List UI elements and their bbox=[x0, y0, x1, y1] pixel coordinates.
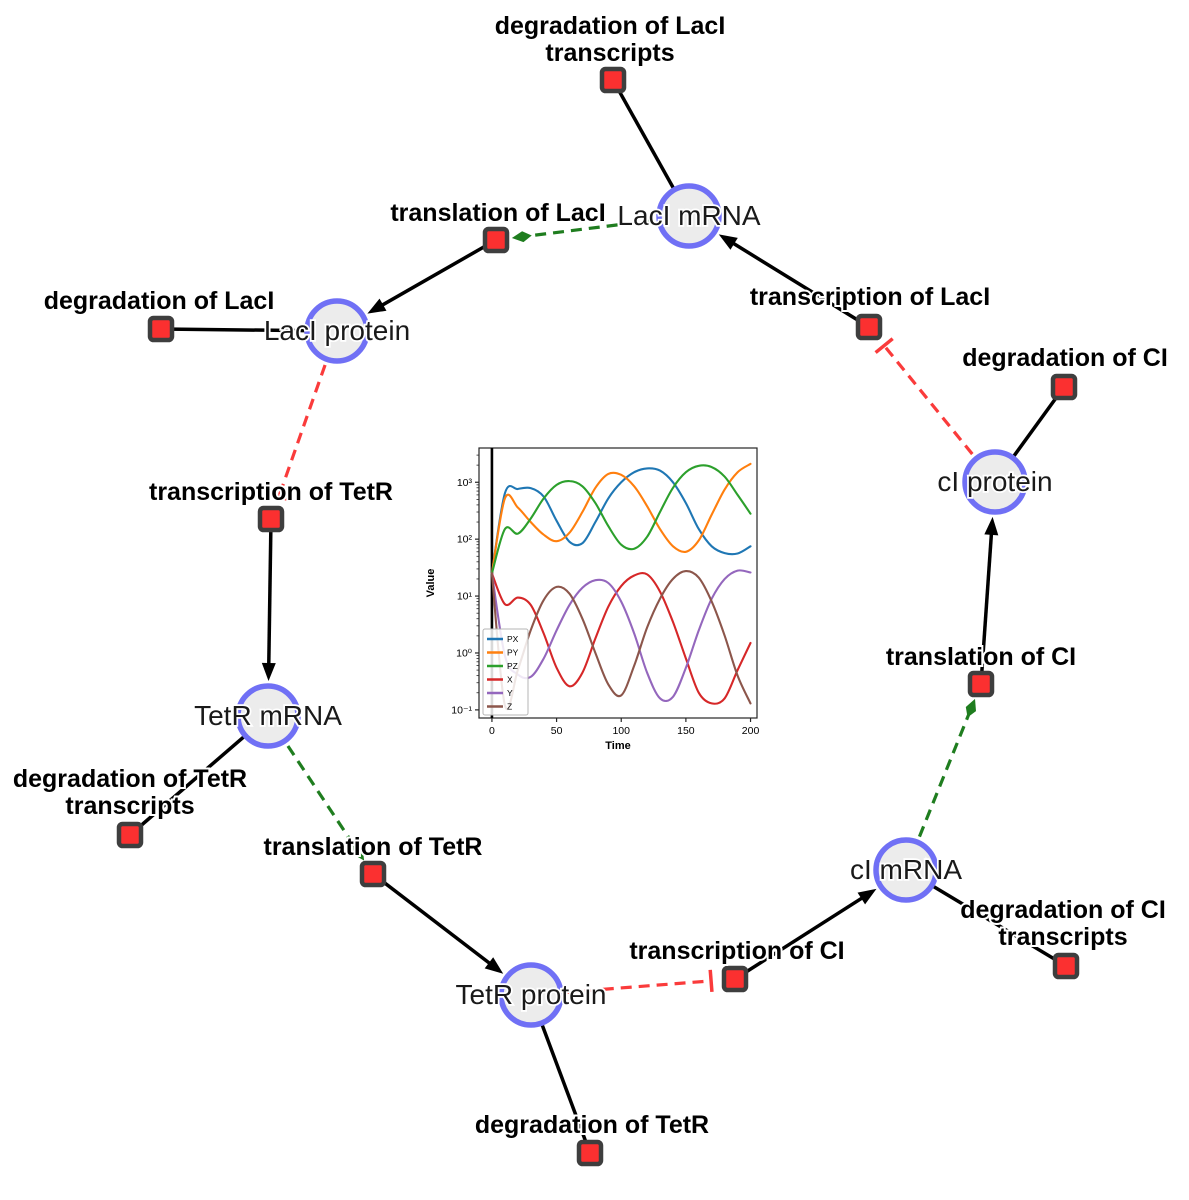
species-label-laci-mrna: LacI mRNA bbox=[617, 200, 760, 231]
reaction-label-translation-of-laci: translation of LacI bbox=[390, 199, 605, 227]
arrowhead-icon bbox=[718, 234, 738, 250]
reaction-node-transcription-of-laci[interactable] bbox=[855, 313, 883, 341]
species-node-tetr-mrna[interactable] bbox=[235, 683, 301, 749]
x-tick-label: 150 bbox=[677, 725, 695, 737]
series-line-px bbox=[490, 467, 752, 575]
edge-production-translation-of-laci-to-laci-protein bbox=[375, 238, 497, 311]
arrowhead-icon bbox=[484, 957, 504, 974]
species-label-tetr-protein: TetR protein bbox=[456, 979, 607, 1010]
x-tick-label: 200 bbox=[742, 725, 760, 737]
legend-label-py: PY bbox=[507, 648, 519, 658]
modifier-arrowhead-icon bbox=[511, 231, 532, 243]
inhibition-tee-icon bbox=[874, 337, 894, 354]
reaction-node-degradation-of-ci-transcripts[interactable] bbox=[1052, 952, 1080, 980]
reaction-label-degradation-of-ci-transcripts: degradation of CI transcripts bbox=[960, 896, 1166, 951]
series-line-y bbox=[490, 569, 752, 703]
species-node-laci-protein[interactable] bbox=[304, 298, 370, 364]
arrowhead-icon bbox=[367, 298, 387, 314]
x-tick-label: 50 bbox=[551, 725, 563, 737]
legend-label-y: Y bbox=[507, 688, 513, 698]
reaction-label-degradation-of-tetr: degradation of TetR bbox=[475, 1111, 709, 1139]
reaction-label-transcription-of-ci: transcription of CI bbox=[629, 937, 844, 965]
species-node-ci-protein[interactable] bbox=[962, 449, 1028, 515]
x-axis-label: Time bbox=[605, 740, 630, 752]
y-tick-label: 10⁰ bbox=[456, 647, 473, 659]
edge-inhibition-ci-protein-to-transcription-of-laci bbox=[882, 344, 997, 484]
species-label-ci-protein: cI protein bbox=[937, 466, 1052, 497]
reaction-label-degradation-of-ci: degradation of CI bbox=[962, 344, 1168, 372]
reaction-label-translation-of-tetr: translation of TetR bbox=[264, 833, 483, 861]
arrowhead-icon bbox=[857, 888, 877, 905]
edge-production-translation-of-tetr-to-tetr-protein bbox=[371, 872, 497, 970]
species-node-tetr-protein[interactable] bbox=[498, 962, 564, 1028]
legend-label-pz: PZ bbox=[507, 661, 518, 671]
reaction-label-degradation-of-laci: degradation of LacI bbox=[44, 287, 275, 315]
edge-production-transcription-of-tetr-to-tetr-mrna bbox=[266, 518, 273, 672]
timeseries-plot-panel: 0 50 100 150 200 10⁻¹ 10⁰ 10¹ 10² 10³ Time Value PX P… bbox=[422, 438, 768, 760]
legend-box bbox=[482, 628, 529, 716]
reaction-node-translation-of-tetr[interactable] bbox=[359, 860, 387, 888]
y-tick-label: 10³ bbox=[457, 477, 473, 489]
plot-legend: PX PY PZ XYZ bbox=[482, 628, 529, 716]
edge-production-transcription-of-laci-to-laci-mrna bbox=[726, 238, 870, 329]
inhibition-tee-icon bbox=[708, 969, 714, 992]
edge-production-transcription-of-ci-to-ci-mrna bbox=[734, 892, 869, 981]
modifier-arrowhead-icon bbox=[353, 844, 365, 861]
series-line-py bbox=[490, 462, 752, 575]
series-line-x bbox=[490, 572, 752, 705]
arrowhead-icon bbox=[261, 662, 276, 682]
series-line-pz bbox=[490, 464, 752, 575]
series-line-z bbox=[490, 570, 752, 710]
y-tick-label: 10² bbox=[457, 534, 473, 546]
y-axis-label: Value bbox=[425, 569, 437, 598]
species-node-ci-mrna[interactable] bbox=[873, 837, 939, 903]
timeseries-chart-svg: 0 50 100 150 20010⁻¹10⁰10¹10²10³TimeValuePXP… bbox=[425, 447, 760, 752]
arrowhead-icon bbox=[984, 516, 999, 536]
reaction-node-translation-of-laci[interactable] bbox=[482, 226, 510, 254]
reaction-node-degradation-of-laci-transcripts[interactable] bbox=[599, 66, 627, 94]
reaction-label-transcription-of-laci: transcription of LacI bbox=[750, 283, 990, 311]
legend-label-px: PX bbox=[507, 634, 519, 644]
species-node-laci-mrna[interactable] bbox=[656, 183, 722, 249]
reaction-label-translation-of-ci: translation of CI bbox=[886, 643, 1076, 671]
species-label-ci-mrna: cI mRNA bbox=[850, 854, 962, 885]
species-label-tetr-mrna: TetR mRNA bbox=[194, 700, 342, 731]
reaction-node-degradation-of-tetr-transcripts[interactable] bbox=[116, 821, 144, 849]
reaction-node-degradation-of-ci[interactable] bbox=[1050, 373, 1078, 401]
plot-axes-frame bbox=[478, 447, 758, 719]
x-tick-label: 100 bbox=[612, 725, 630, 737]
y-tick-label: 10¹ bbox=[457, 591, 473, 603]
edge-inhibition-tetr-protein-to-transcription-of-ci bbox=[530, 979, 712, 997]
modifier-arrowhead-icon bbox=[965, 698, 977, 718]
reaction-label-transcription-of-tetr: transcription of TetR bbox=[149, 478, 393, 506]
y-tick-label: 10⁻¹ bbox=[451, 704, 472, 716]
edge-production-translation-of-ci-to-ci-protein bbox=[979, 526, 994, 685]
legend-label-x: X bbox=[507, 675, 513, 685]
reaction-label-degradation-of-laci-transcripts: degradation of LacI transcripts bbox=[495, 12, 726, 67]
reaction-node-degradation-of-laci[interactable] bbox=[147, 315, 175, 343]
inhibition-tee-icon bbox=[267, 491, 290, 502]
edge-inhibition-laci-protein-to-transcription-of-tetr bbox=[277, 330, 339, 497]
legend-label-z: Z bbox=[507, 702, 512, 712]
reaction-node-translation-of-ci[interactable] bbox=[967, 670, 995, 698]
reaction-node-transcription-of-tetr[interactable] bbox=[257, 505, 285, 533]
reaction-node-degradation-of-tetr[interactable] bbox=[576, 1139, 604, 1167]
x-tick-label: 0 bbox=[489, 725, 495, 737]
species-label-laci-protein: LacI protein bbox=[264, 315, 410, 346]
reaction-label-degradation-of-tetr-transcripts: degradation of TetR transcripts bbox=[13, 765, 247, 820]
reaction-node-transcription-of-ci[interactable] bbox=[721, 965, 749, 993]
